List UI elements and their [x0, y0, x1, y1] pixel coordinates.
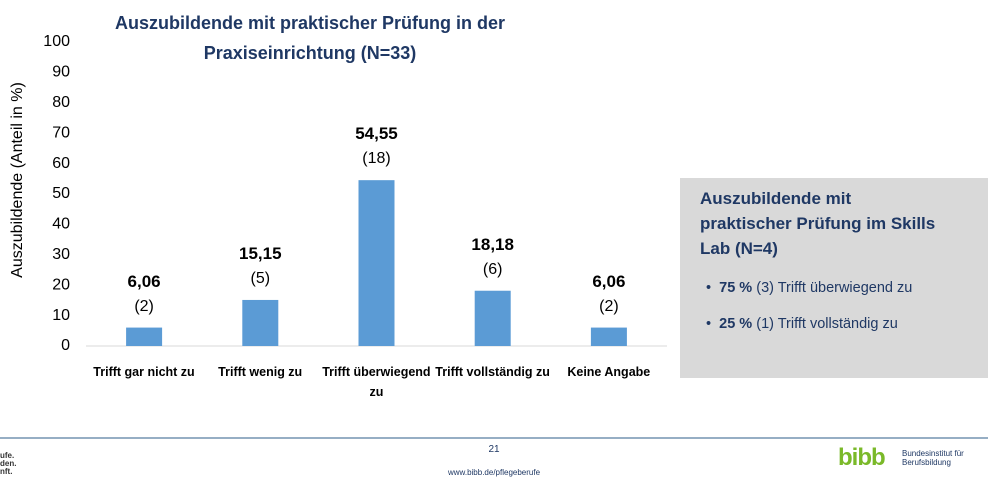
- y-tick-label: 20: [52, 276, 70, 293]
- y-tick-label: 40: [52, 216, 70, 233]
- bar: [358, 180, 395, 346]
- data-label: 54,55: [355, 124, 398, 144]
- left-fragment: ufe. den. nft.: [0, 452, 16, 476]
- y-tick-label: 0: [61, 337, 70, 354]
- y-tick-label: 30: [52, 246, 70, 263]
- page-number: 21: [488, 444, 500, 455]
- y-tick-label: 100: [43, 33, 70, 50]
- y-tick-label: 10: [52, 307, 70, 324]
- bar: [242, 299, 279, 346]
- data-label: 6,06: [127, 271, 161, 291]
- chart-title: Auszubildende mit praktischer Prüfung in…: [114, 13, 506, 63]
- footer-url: www.bibb.de/pflegeberufe: [447, 468, 541, 477]
- x-tick-label: Trifft wenig zu: [218, 365, 303, 379]
- bullet: • 75 % (3) Trifft überwiegend zu: [706, 280, 913, 296]
- data-label: 6,06: [592, 271, 626, 291]
- fragment: den.: [0, 459, 17, 468]
- bullet-text: (1) Trifft vollständig zu: [756, 316, 898, 332]
- y-tick-label: 50: [52, 185, 70, 202]
- bullet-bold: 25 %: [719, 316, 753, 332]
- y-tick-label: 90: [52, 64, 70, 81]
- x-tick-label: Trifft überwiegend zu: [322, 365, 431, 399]
- side-box: Auszubildende mit praktischer Prüfung im…: [680, 178, 988, 378]
- x-tick-label: Trifft vollständig zu: [435, 365, 550, 379]
- y-axis-label: Auszubildende (Anteil in %): [9, 82, 26, 278]
- count-label: (2): [599, 297, 619, 315]
- bar: [590, 327, 627, 346]
- bullet-bold: 75 %: [719, 280, 753, 296]
- count-label: (6): [482, 260, 503, 278]
- side-box-title: Auszubildende mit praktischer Prüfung im…: [700, 189, 936, 258]
- count-label: (18): [362, 150, 391, 168]
- count-label: (5): [250, 269, 271, 287]
- bullet: • 25 % (1) Trifft vollständig zu: [706, 316, 898, 332]
- bar: [474, 290, 511, 346]
- y-tick-label: 80: [52, 94, 70, 111]
- y-tick-label: 60: [52, 155, 70, 172]
- logo-text: Bundesinstitut für Berufsbildung: [902, 449, 964, 467]
- x-tick-label: Keine Angabe: [567, 365, 651, 379]
- fragment: ufe.: [0, 451, 15, 460]
- data-label: 18,18: [471, 234, 514, 254]
- x-tick-label: Trifft gar nicht zu: [93, 365, 195, 379]
- bar: [126, 327, 163, 346]
- fragment: nft.: [0, 467, 13, 476]
- y-tick-label: 70: [52, 124, 70, 141]
- logo-mark: bibb: [838, 444, 886, 471]
- data-label: 15,15: [239, 243, 282, 263]
- count-label: (2): [134, 297, 154, 315]
- bullet-text: (3) Trifft überwiegend zu: [756, 280, 913, 296]
